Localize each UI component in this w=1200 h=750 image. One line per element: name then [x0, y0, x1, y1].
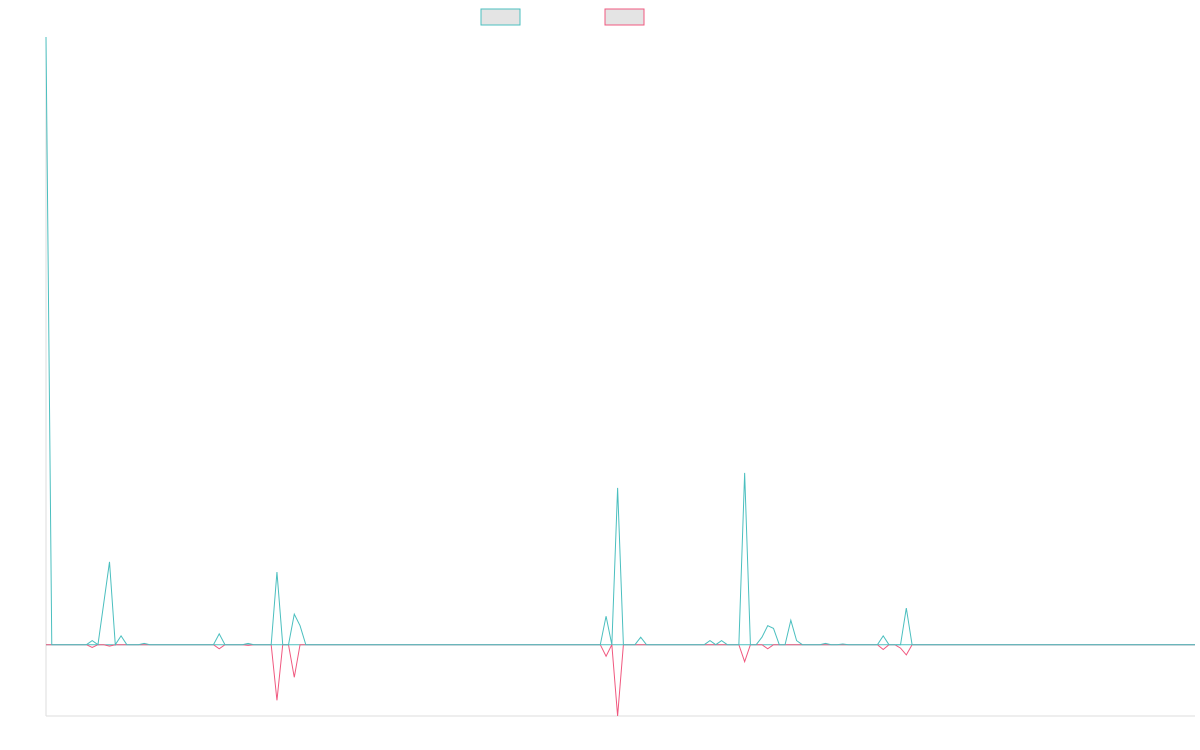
legend-swatch-1[interactable]: [480, 8, 521, 26]
series-line-1: [45, 36, 1195, 647]
legend-swatch-2[interactable]: [604, 8, 645, 26]
series-line-2: [46, 642, 1195, 717]
legend: [480, 8, 645, 26]
series-layer: [45, 36, 1195, 717]
